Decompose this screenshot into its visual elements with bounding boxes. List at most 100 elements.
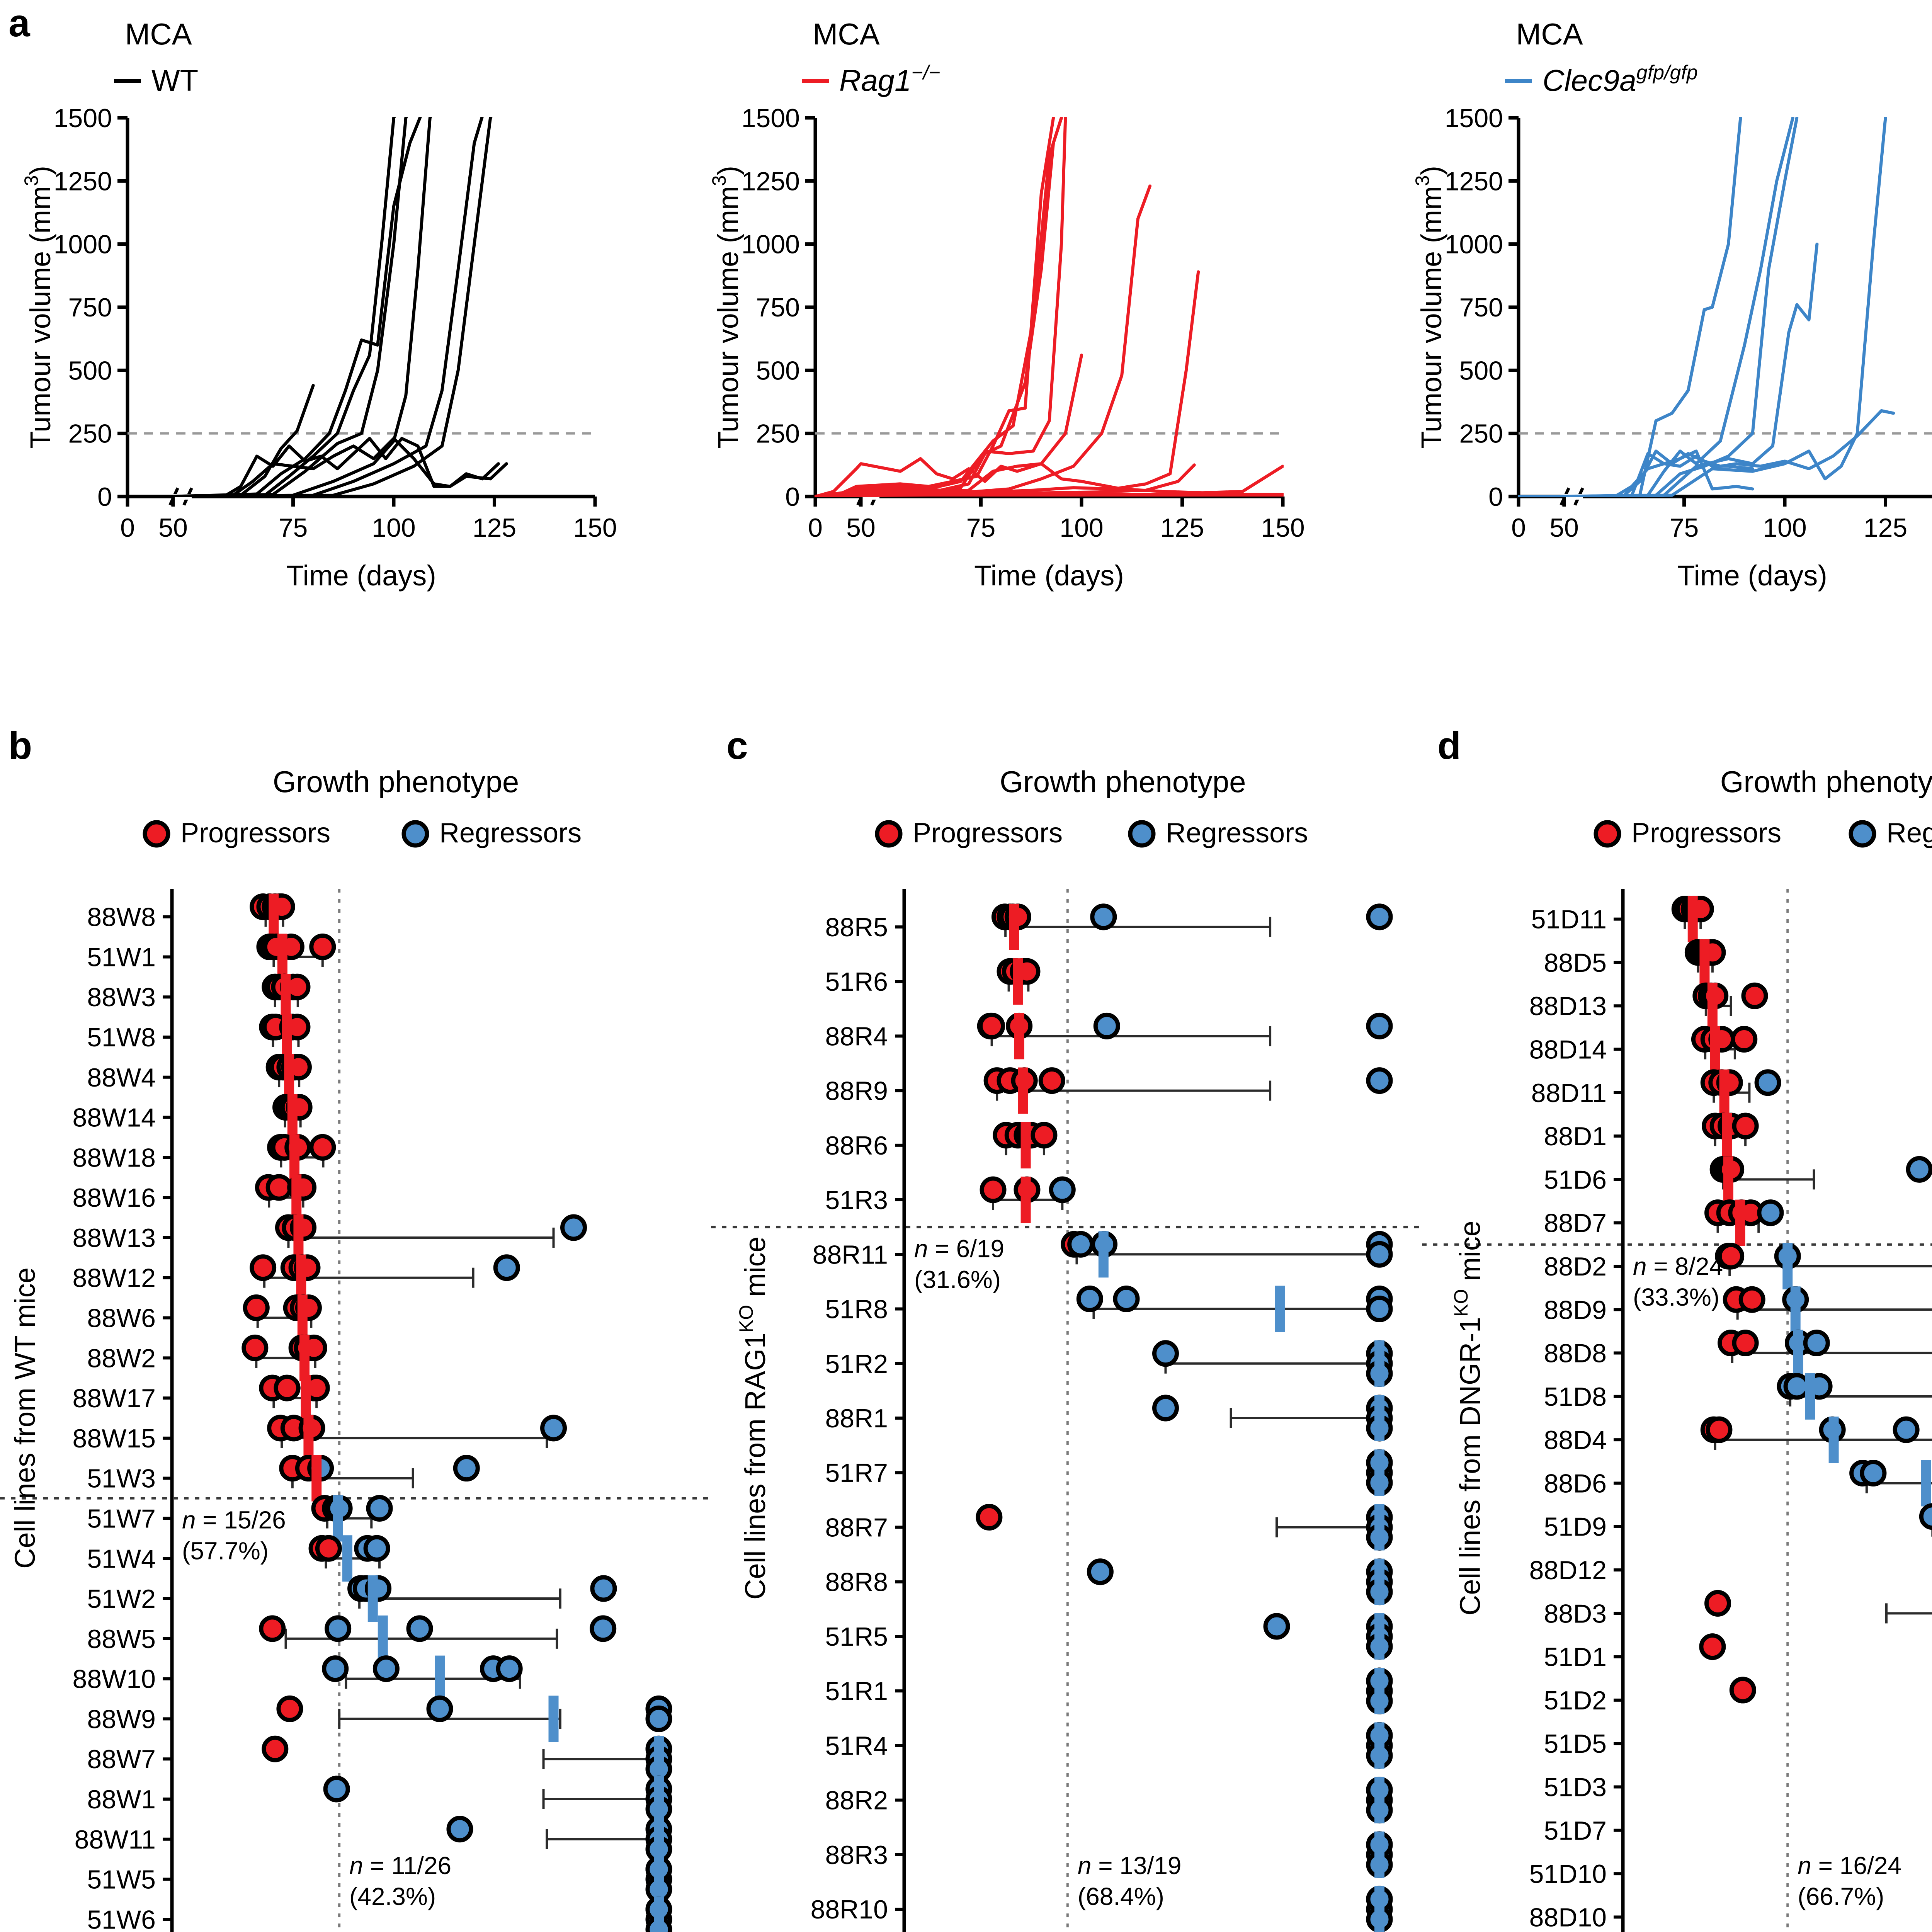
data-point-regressor[interactable] <box>372 1655 400 1682</box>
data-point-progressor[interactable] <box>1732 1330 1759 1357</box>
data-point-regressor[interactable] <box>496 1655 523 1682</box>
data-point-progressor[interactable] <box>1038 1067 1065 1094</box>
data-point-progressor[interactable] <box>274 1374 301 1401</box>
panel-a-subplot-clec9a: 025050075010001250150005075100125150MCAC… <box>1412 17 1932 592</box>
data-point-progressor[interactable] <box>309 1134 336 1161</box>
data-point-regressor[interactable] <box>590 1575 617 1602</box>
data-point-regressor[interactable] <box>1366 1241 1393 1268</box>
data-point-progressor[interactable] <box>1704 1590 1731 1617</box>
data-point-regressor[interactable] <box>1803 1330 1830 1357</box>
data-point-progressor[interactable] <box>1731 1026 1758 1053</box>
data-point-progressor[interactable] <box>242 1334 269 1361</box>
data-point-regressor[interactable] <box>406 1615 433 1642</box>
data-point-regressor[interactable] <box>1860 1459 1887 1486</box>
legend-item-progressors[interactable]: Progressors <box>143 818 330 849</box>
svg-text:75: 75 <box>966 513 996 543</box>
row-label: 88D8 <box>1544 1339 1607 1368</box>
data-point-regressor[interactable] <box>1067 1231 1094 1258</box>
data-point-progressor[interactable] <box>243 1294 270 1321</box>
data-point-progressor[interactable] <box>980 1176 1007 1203</box>
data-point-regressor[interactable] <box>1049 1176 1076 1203</box>
legend-item-regressors[interactable]: Regressors <box>1849 818 1932 849</box>
data-row <box>275 1214 587 1261</box>
legend-item-progressors[interactable]: Progressors <box>875 818 1063 849</box>
data-point-regressor[interactable] <box>1366 903 1393 930</box>
data-point-progressor[interactable] <box>250 1254 277 1281</box>
data-point-regressor[interactable] <box>1919 1503 1932 1530</box>
row-label: 88R2 <box>825 1786 888 1815</box>
panelc-n-regressors: n = 13/19 <box>1078 1852 1182 1879</box>
median-bar <box>654 1856 664 1903</box>
legend-item-progressors[interactable]: Progressors <box>1594 818 1781 849</box>
data-point-regressor[interactable] <box>366 1495 393 1522</box>
data-point-regressor[interactable] <box>1366 1296 1393 1323</box>
data-point-regressor[interactable] <box>560 1214 587 1241</box>
data-point-regressor[interactable] <box>1906 1156 1932 1183</box>
data-point-regressor[interactable] <box>322 1655 349 1682</box>
legend-item-regressors[interactable]: Regressors <box>401 818 582 849</box>
data-point-progressor[interactable] <box>1706 1416 1733 1443</box>
data-point-regressor[interactable] <box>325 1615 352 1642</box>
svg-text:750: 750 <box>756 293 800 322</box>
row-label: 51W3 <box>87 1464 156 1493</box>
data-point-regressor[interactable] <box>1093 1012 1120 1039</box>
data-point-regressor[interactable] <box>446 1816 473 1843</box>
data-point-progressor[interactable] <box>315 1535 342 1562</box>
data-point-regressor[interactable] <box>1090 903 1117 930</box>
data-point-progressor[interactable] <box>1031 1122 1058 1149</box>
data-point-regressor[interactable] <box>323 1776 350 1803</box>
data-point-regressor[interactable] <box>1113 1286 1140 1313</box>
data-point-regressor[interactable] <box>1783 1373 1810 1400</box>
data-point-progressor[interactable] <box>978 1012 1005 1039</box>
data-point-regressor[interactable] <box>590 1615 617 1642</box>
data-point-regressor[interactable] <box>493 1254 520 1281</box>
median-bar <box>299 1335 310 1381</box>
data-point-progressor[interactable] <box>276 1695 303 1722</box>
row-label: 88W3 <box>87 983 156 1012</box>
data-row <box>259 1374 330 1422</box>
data-point-progressor[interactable] <box>1699 1633 1726 1660</box>
data-point-progressor[interactable] <box>976 1503 1003 1531</box>
median-bar <box>291 1174 302 1221</box>
data-point-progressor[interactable] <box>309 933 336 960</box>
svg-text:75: 75 <box>279 513 308 543</box>
data-point-regressor[interactable] <box>1152 1395 1179 1422</box>
data-point-progressor[interactable] <box>1741 982 1768 1009</box>
data-point-regressor[interactable] <box>540 1415 567 1442</box>
svg-text:0: 0 <box>1511 513 1526 543</box>
svg-text:50: 50 <box>846 513 876 543</box>
data-point-progressor[interactable] <box>265 1174 293 1201</box>
row-label: 88D1 <box>1544 1122 1607 1151</box>
data-point-regressor[interactable] <box>1757 1199 1784 1226</box>
data-point-progressor[interactable] <box>1729 1677 1756 1704</box>
data-point-regressor[interactable] <box>1152 1340 1179 1367</box>
data-row <box>322 1655 523 1702</box>
data-point-regressor[interactable] <box>1366 1067 1393 1094</box>
data-point-regressor[interactable] <box>453 1455 480 1482</box>
data-point-regressor[interactable] <box>426 1695 453 1722</box>
data-point-progressor[interactable] <box>1732 1112 1759 1139</box>
panelb-n-regressors-pct: (42.3%) <box>349 1883 436 1910</box>
panelc-plot: Growth phenotypeProgressorsRegressors010… <box>711 765 1422 1932</box>
data-point-regressor[interactable] <box>1754 1069 1781 1096</box>
median-bar <box>1707 983 1718 1029</box>
data-point-regressor[interactable] <box>1893 1416 1920 1443</box>
data-point-progressor[interactable] <box>262 1735 289 1762</box>
data-point-regressor[interactable] <box>1366 1012 1393 1039</box>
svg-text:0: 0 <box>1488 482 1503 512</box>
growth-curves-clec9a <box>1518 117 1895 497</box>
row-label: 88R10 <box>811 1895 888 1924</box>
data-point-progressor[interactable] <box>259 1615 286 1642</box>
panelb-ylabel: Cell lines from WT mice <box>9 1267 41 1569</box>
row-label: 88W6 <box>87 1304 156 1333</box>
data-point-regressor[interactable] <box>1076 1286 1103 1313</box>
data-row <box>267 1134 336 1181</box>
data-point-progressor[interactable] <box>1738 1286 1765 1313</box>
legend-item-regressors[interactable]: Regressors <box>1128 818 1308 849</box>
data-point-regressor[interactable] <box>645 1705 672 1732</box>
data-point-regressor[interactable] <box>363 1535 390 1562</box>
data-point-regressor[interactable] <box>1087 1558 1114 1585</box>
legend-label-regressors: Regressors <box>1166 818 1308 849</box>
data-point-progressor[interactable] <box>1718 1243 1745 1270</box>
data-point-regressor[interactable] <box>1263 1613 1290 1640</box>
